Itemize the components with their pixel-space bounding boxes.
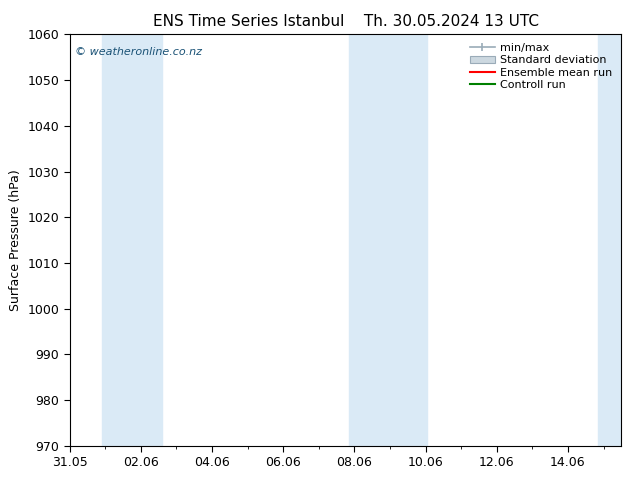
Y-axis label: Surface Pressure (hPa): Surface Pressure (hPa) — [9, 169, 22, 311]
Bar — [349, 34, 374, 446]
Title: ENS Time Series Istanbul    Th. 30.05.2024 13 UTC: ENS Time Series Istanbul Th. 30.05.2024 … — [153, 14, 538, 29]
Bar — [102, 34, 130, 446]
Bar — [598, 34, 621, 446]
Legend: min/max, Standard deviation, Ensemble mean run, Controll run: min/max, Standard deviation, Ensemble me… — [467, 40, 616, 93]
Text: © weatheronline.co.nz: © weatheronline.co.nz — [75, 47, 202, 57]
Bar — [374, 34, 427, 446]
Bar — [130, 34, 162, 446]
